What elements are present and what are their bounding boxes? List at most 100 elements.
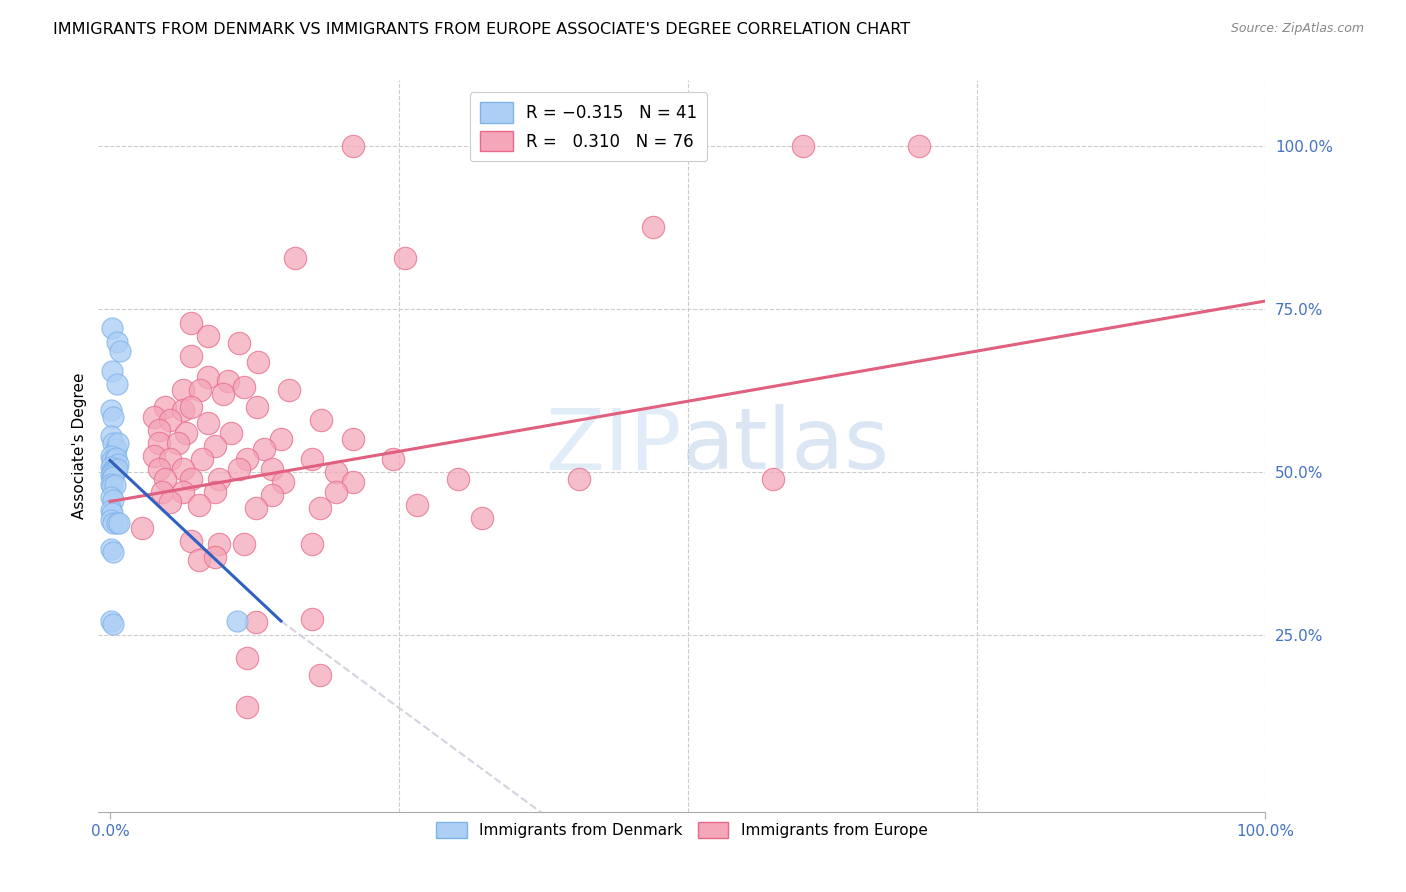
Point <box>103 616 125 631</box>
Point <box>131 521 153 535</box>
Point <box>105 376 128 391</box>
Point <box>187 498 209 512</box>
Point <box>762 472 785 486</box>
Point <box>260 488 283 502</box>
Point <box>103 545 125 559</box>
Point <box>155 400 177 414</box>
Point <box>180 533 202 548</box>
Point <box>221 425 243 440</box>
Point <box>207 537 229 551</box>
Point <box>204 484 226 499</box>
Point <box>226 614 249 628</box>
Text: Source: ZipAtlas.com: Source: ZipAtlas.com <box>1230 22 1364 36</box>
Point <box>207 472 229 486</box>
Point <box>148 423 170 437</box>
Point <box>105 334 128 349</box>
Point <box>278 384 301 398</box>
Point <box>101 479 124 493</box>
Point <box>246 400 269 414</box>
Point <box>197 416 219 430</box>
Point <box>180 349 202 363</box>
Point <box>101 506 124 520</box>
Point <box>172 384 194 398</box>
Point <box>103 435 125 450</box>
Point <box>792 138 814 153</box>
Y-axis label: Associate's Degree: Associate's Degree <box>72 373 87 519</box>
Point <box>159 452 181 467</box>
Point <box>148 435 170 450</box>
Point <box>394 251 416 265</box>
Point <box>204 549 226 564</box>
Point <box>172 484 194 499</box>
Point <box>104 478 127 492</box>
Point <box>104 442 127 457</box>
Point <box>100 513 122 527</box>
Point <box>447 472 470 486</box>
Point <box>180 400 202 414</box>
Point <box>233 537 256 551</box>
Point <box>105 516 128 530</box>
Point <box>271 475 294 489</box>
Point <box>342 433 364 447</box>
Point <box>150 484 173 499</box>
Point <box>100 542 122 557</box>
Point <box>406 498 429 512</box>
Point <box>180 316 202 330</box>
Point <box>104 450 127 465</box>
Point <box>325 465 347 479</box>
Text: ZIP: ZIP <box>546 404 682 488</box>
Point <box>101 470 124 484</box>
Point <box>100 429 122 443</box>
Text: IMMIGRANTS FROM DENMARK VS IMMIGRANTS FROM EUROPE ASSOCIATE'S DEGREE CORRELATION: IMMIGRANTS FROM DENMARK VS IMMIGRANTS FR… <box>53 22 911 37</box>
Point <box>309 667 332 681</box>
Point <box>382 452 405 467</box>
Point <box>311 413 333 427</box>
Point <box>103 516 125 530</box>
Point <box>103 492 125 507</box>
Point <box>284 251 307 265</box>
Legend: Immigrants from Denmark, Immigrants from Europe: Immigrants from Denmark, Immigrants from… <box>430 816 934 845</box>
Point <box>301 612 323 626</box>
Point <box>104 464 127 478</box>
Point <box>236 452 259 467</box>
Point <box>270 433 292 447</box>
Point <box>260 462 283 476</box>
Point <box>107 435 129 450</box>
Point <box>100 403 122 417</box>
Point <box>228 335 250 350</box>
Point <box>101 464 124 478</box>
Point <box>245 501 267 516</box>
Point <box>217 374 239 388</box>
Point <box>110 344 132 359</box>
Point <box>100 476 122 491</box>
Point <box>197 329 219 343</box>
Point <box>187 553 209 567</box>
Point <box>236 700 259 714</box>
Point <box>301 537 323 551</box>
Point <box>180 472 202 486</box>
Point <box>342 138 364 153</box>
Point <box>191 452 214 467</box>
Point <box>253 442 276 457</box>
Point <box>174 425 197 440</box>
Text: atlas: atlas <box>682 404 890 488</box>
Point <box>641 220 664 235</box>
Point <box>100 459 122 474</box>
Point <box>907 138 929 153</box>
Point <box>103 464 125 478</box>
Point <box>103 470 125 484</box>
Point <box>172 462 194 476</box>
Point <box>188 384 211 398</box>
Point <box>309 501 332 516</box>
Point <box>100 490 122 504</box>
Point <box>342 475 364 489</box>
Point <box>228 462 250 476</box>
Point <box>108 516 131 530</box>
Point <box>204 439 226 453</box>
Point <box>197 370 219 384</box>
Point <box>212 386 235 401</box>
Point <box>100 614 122 628</box>
Point <box>100 449 122 463</box>
Point <box>148 462 170 476</box>
Point <box>103 409 125 424</box>
